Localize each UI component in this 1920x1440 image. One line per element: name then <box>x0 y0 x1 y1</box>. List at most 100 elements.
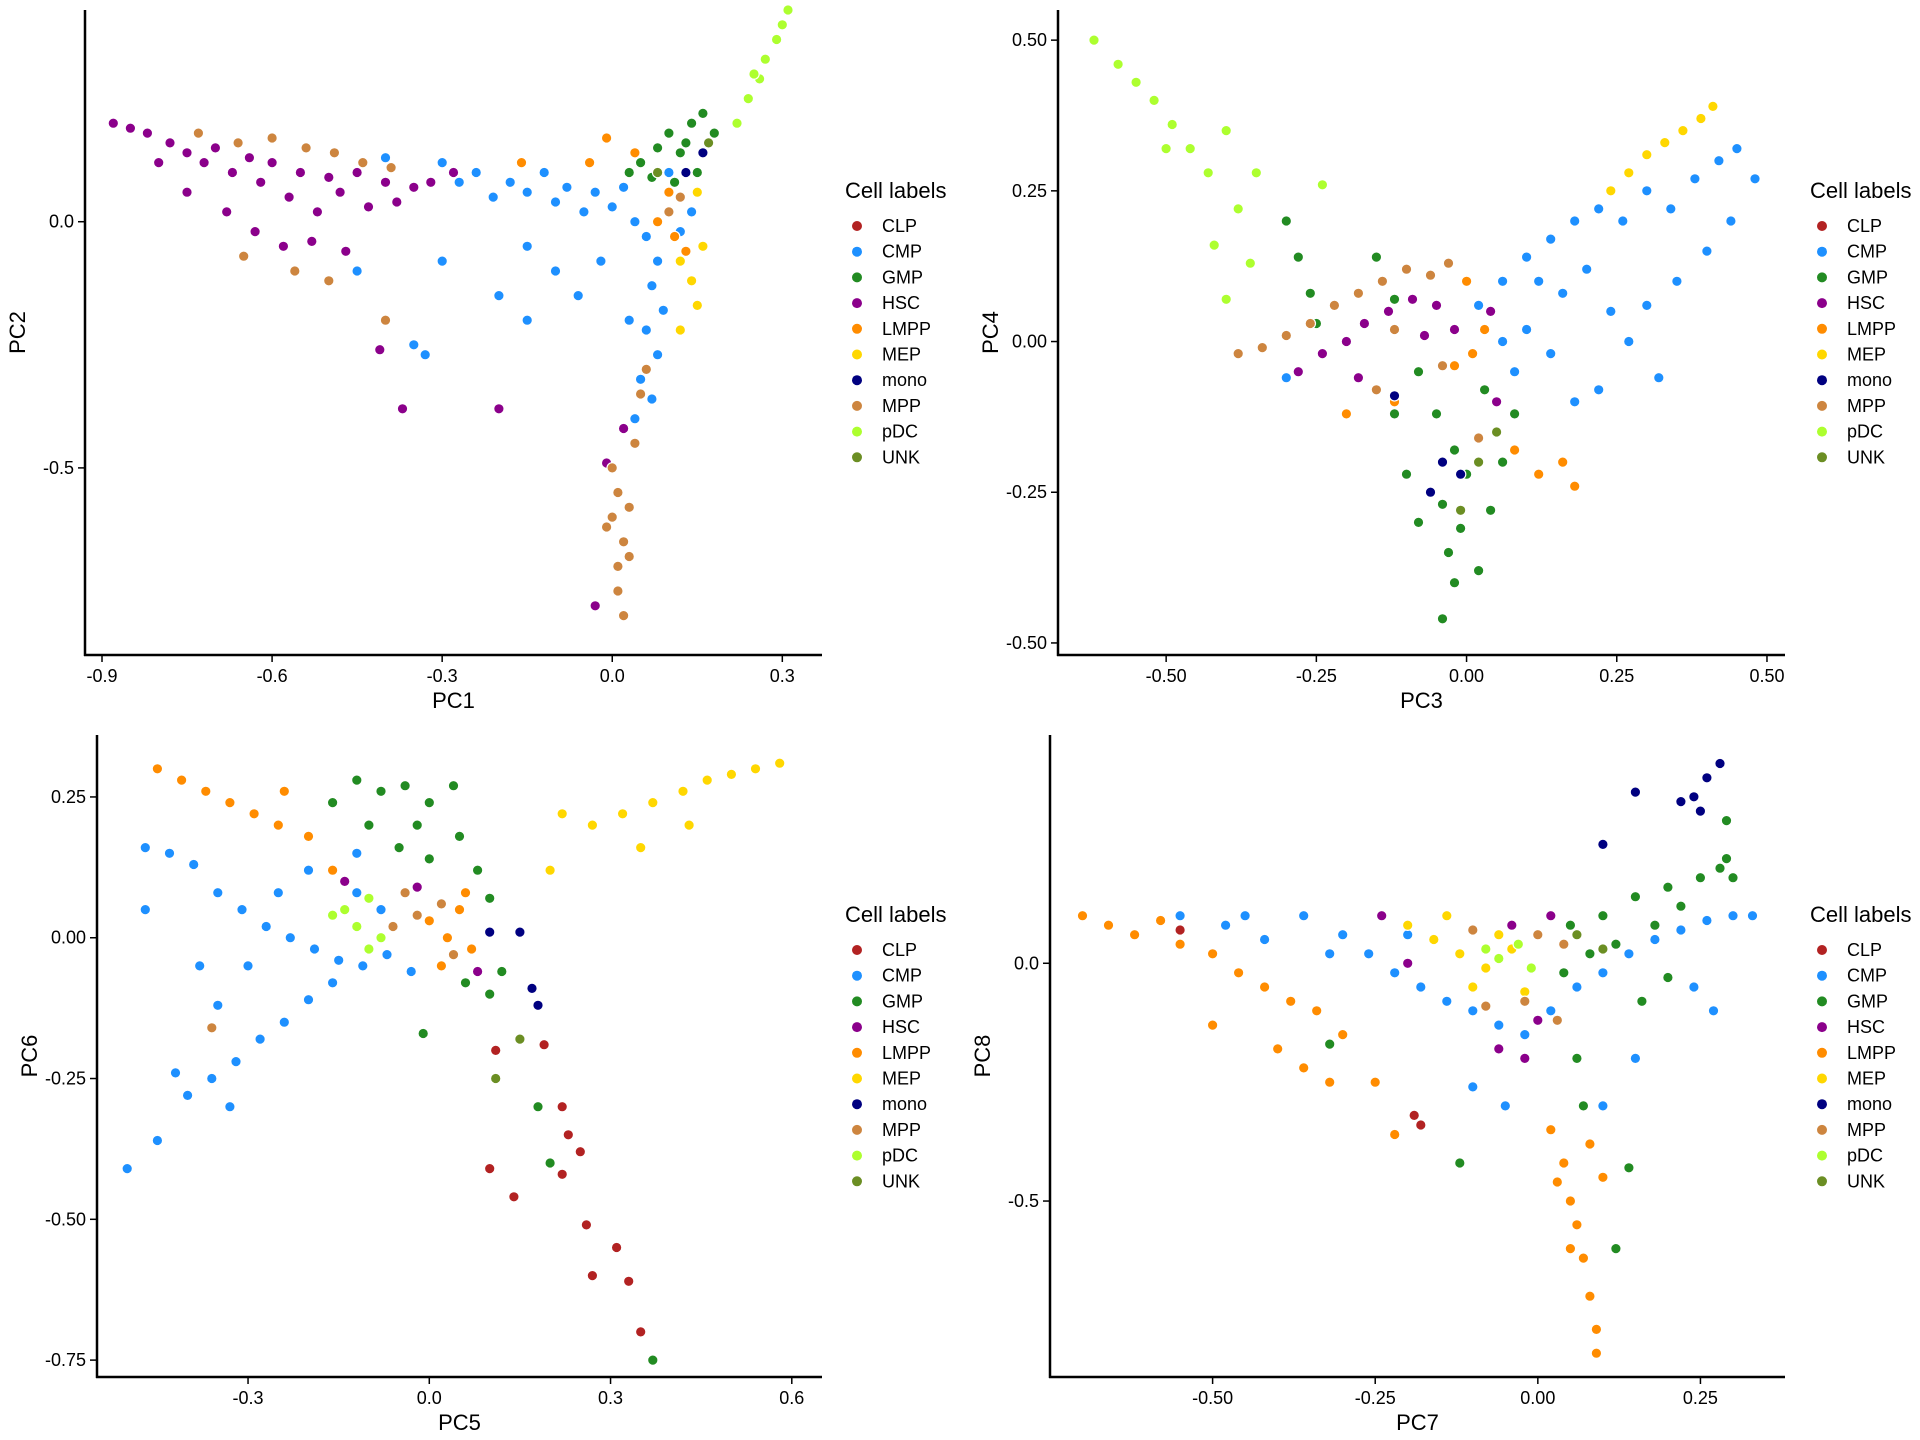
data-point-cmp <box>1280 371 1293 384</box>
data-point-clp <box>538 1038 550 1051</box>
data-point-lmpp <box>663 186 675 198</box>
data-point-cmp <box>326 976 339 989</box>
legend-label-mep: MEP <box>1847 1069 1886 1089</box>
legend-label-unk: UNK <box>882 1171 920 1191</box>
data-point-mono <box>1688 790 1700 803</box>
data-point-cmp <box>538 166 550 179</box>
legend-swatch-cmp <box>1817 246 1827 257</box>
data-point-gmp <box>1597 909 1609 922</box>
y-tick-label: -0.25 <box>1006 482 1047 502</box>
data-point-mpp <box>1232 347 1244 360</box>
data-point-cmp <box>1641 299 1653 312</box>
legend-label-pdc: pDC <box>882 1146 918 1166</box>
legend-label-mono: mono <box>1847 370 1892 390</box>
data-point-cmp <box>646 393 658 405</box>
data-point-mpp <box>663 206 675 218</box>
legend-swatch-mep <box>1817 1073 1827 1084</box>
data-point-hsc <box>1418 329 1431 342</box>
legend-label-unk: UNK <box>882 447 920 467</box>
legend-label-clp: CLP <box>1847 940 1882 960</box>
data-point-mono <box>1701 771 1713 784</box>
data-point-cmp <box>139 841 152 854</box>
data-point-hsc <box>181 147 193 159</box>
legend-label-hsc: HSC <box>1847 1017 1885 1037</box>
data-point-gmp <box>1412 365 1425 378</box>
data-point-mpp <box>600 521 613 533</box>
y-tick-label: 0.00 <box>1012 332 1047 352</box>
legend-swatch-clp <box>852 221 862 231</box>
data-point-gmp <box>1558 966 1570 979</box>
data-point-hsc <box>1292 365 1305 378</box>
data-point-cmp <box>1592 383 1605 396</box>
scatter-panel-pc1-pc2: -0.9 -0.6 -0.3 0.0 0.3 0.0 -0.5 PC1 PC2 Cell labe… <box>5 4 947 713</box>
data-point-gmp <box>363 819 375 831</box>
y-tick-label: -0.25 <box>45 1069 86 1089</box>
data-point-cmp <box>1731 142 1743 155</box>
data-point-cmp <box>1520 323 1533 336</box>
data-point-pdc <box>1512 938 1525 950</box>
legend-swatch-gmp <box>1817 272 1827 283</box>
data-point-gmp <box>651 142 664 154</box>
data-point-lmpp <box>326 864 339 876</box>
data-point-cmp <box>453 176 465 189</box>
data-point-gmp <box>1478 383 1491 396</box>
legend-swatch-unk <box>1817 452 1827 463</box>
data-point-cmp <box>1617 215 1629 227</box>
data-point-pdc <box>1166 118 1178 131</box>
data-point-hsc <box>277 240 290 253</box>
legend-title: Cell labels <box>845 178 947 203</box>
data-point-lmpp <box>1297 1062 1310 1074</box>
data-point-cmp <box>1727 909 1739 922</box>
legend: Cell labels CLP CMP GMP HSC LMPP MEP mono MPP pDC… <box>845 178 947 467</box>
data-point-hsc <box>1406 293 1419 306</box>
data-point-lmpp <box>1466 347 1479 360</box>
data-point-mep <box>674 324 687 336</box>
data-point-hsc <box>338 875 351 888</box>
legend-label-pdc: pDC <box>1847 422 1883 442</box>
legend-swatch-unk <box>852 452 862 463</box>
data-point-cmp <box>1441 995 1453 1008</box>
x-tick-label: 0.00 <box>1520 1388 1555 1408</box>
data-point-gmp <box>674 147 687 159</box>
data-point-cmp <box>242 960 254 972</box>
y-tick-label: -0.50 <box>45 1209 86 1229</box>
x-tick-label: 0.3 <box>598 1388 623 1408</box>
data-point-cmp <box>651 255 664 267</box>
data-point-gmp <box>1472 564 1485 577</box>
data-point-hsc <box>1401 957 1414 970</box>
data-point-cmp <box>561 181 573 194</box>
legend-swatch-cmp <box>1817 970 1827 981</box>
data-point-gmp <box>1564 919 1577 931</box>
data-point-clp <box>1408 1109 1420 1122</box>
data-point-cmp <box>260 920 272 933</box>
legend-title: Cell labels <box>845 902 947 927</box>
data-point-mpp <box>606 462 618 474</box>
data-point-cmp <box>1545 1004 1557 1017</box>
data-point-mep <box>1519 985 1531 998</box>
x-axis-title: PC1 <box>432 688 475 713</box>
data-point-mep <box>683 819 695 831</box>
data-point-gmp <box>375 785 387 798</box>
legend-label-hsc: HSC <box>1847 293 1885 313</box>
data-point-mpp <box>385 161 397 174</box>
y-tick-label: 0.25 <box>51 787 86 807</box>
y-tick-label: 0.00 <box>51 928 86 948</box>
data-point-cmp <box>1701 914 1713 927</box>
data-point-gmp <box>399 779 411 792</box>
data-point-mono <box>1454 468 1467 480</box>
data-point-gmp <box>1636 995 1648 1008</box>
legend-label-mpp: MPP <box>1847 396 1886 416</box>
data-point-gmp <box>1571 1052 1583 1065</box>
data-point-lmpp <box>1128 928 1141 941</box>
data-point-pdc <box>350 920 363 933</box>
data-point-mep <box>634 841 647 854</box>
data-point-mono <box>532 999 544 1012</box>
data-point-clp <box>556 1100 568 1113</box>
data-point-mono <box>1629 786 1642 798</box>
data-point-cmp <box>640 324 653 336</box>
data-point-mpp <box>612 560 624 573</box>
data-point-lmpp <box>651 215 664 228</box>
data-point-cmp <box>302 993 315 1006</box>
data-point-gmp <box>1720 852 1733 865</box>
x-tick-label: 0.6 <box>779 1388 804 1408</box>
